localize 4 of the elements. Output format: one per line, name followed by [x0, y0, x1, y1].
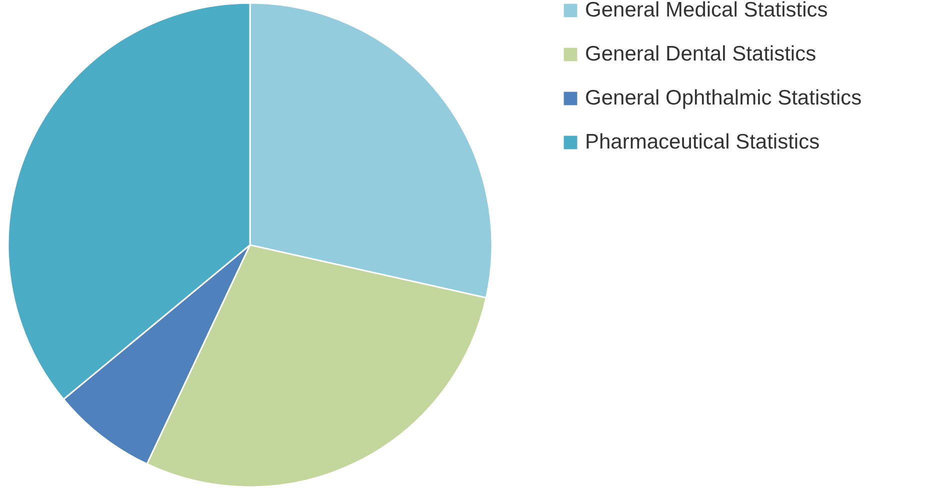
legend-label: General Dental Statistics: [585, 42, 816, 66]
legend-label: General Ophthalmic Statistics: [585, 86, 862, 110]
legend-label: Pharmaceutical Statistics: [585, 130, 820, 154]
legend-label: General Medical Statistics: [585, 0, 828, 22]
